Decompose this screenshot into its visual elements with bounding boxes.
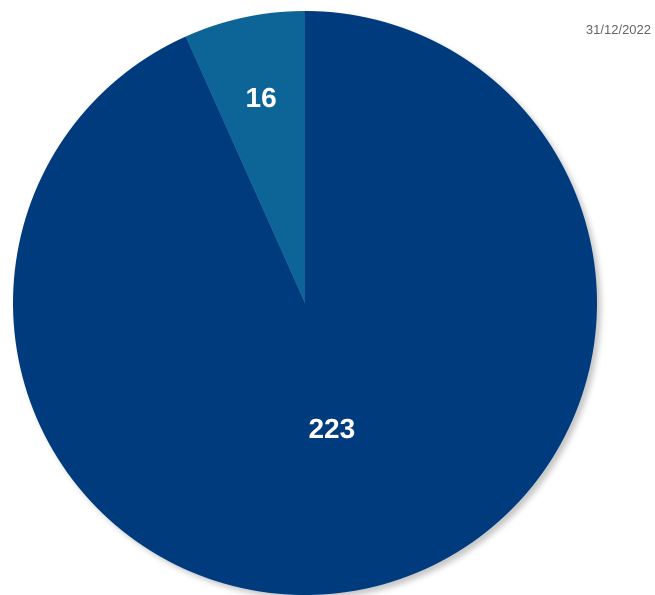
pie-slice-16 — [185, 11, 305, 303]
pie-slice-223 — [13, 11, 597, 595]
pie-labels: 223 16 — [246, 82, 356, 444]
date-label: 31/12/2022 — [585, 22, 651, 37]
pie-label-16: 16 — [246, 82, 277, 113]
pie-label-223: 223 — [308, 413, 355, 444]
pie-slices — [13, 11, 597, 595]
